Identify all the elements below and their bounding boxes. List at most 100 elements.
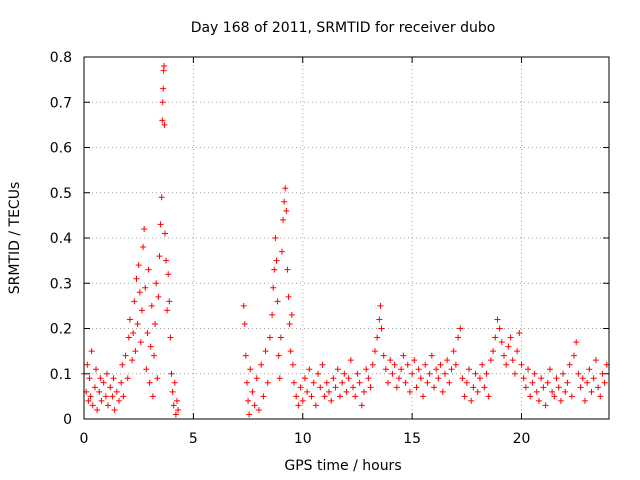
data-point: [132, 348, 139, 355]
x-tick-label: 5: [189, 431, 198, 447]
data-point: [378, 325, 385, 332]
data-point: [85, 397, 92, 404]
data-point: [492, 334, 499, 341]
data-point: [571, 352, 577, 359]
data-point: [88, 348, 95, 355]
data-point: [111, 406, 118, 413]
data-point: [391, 361, 398, 368]
data-point: [301, 375, 308, 382]
data-point: [242, 352, 249, 359]
chart-title: Day 168 of 2011, SRMTID for receiver dub…: [191, 20, 496, 36]
x-tick-label: 10: [294, 431, 312, 447]
data-point: [143, 366, 150, 373]
data-point: [573, 339, 580, 346]
data-point: [321, 393, 328, 400]
data-point: [258, 361, 265, 368]
data-point: [243, 379, 250, 386]
data-point: [501, 352, 507, 359]
data-point: [474, 388, 481, 395]
data-point: [560, 370, 567, 377]
data-point: [577, 384, 584, 391]
data-point: [126, 316, 133, 323]
data-point: [347, 357, 354, 364]
data-point: [529, 379, 536, 386]
data-point: [109, 393, 116, 400]
data-point: [273, 257, 280, 264]
data-point: [147, 343, 154, 350]
data-point: [168, 370, 175, 377]
data-point: [339, 379, 346, 386]
data-point: [374, 334, 381, 341]
plot-frame: [83, 56, 610, 420]
data-point: [165, 271, 172, 278]
data-point: [376, 316, 383, 323]
data-point: [102, 393, 109, 400]
data-point: [281, 198, 288, 205]
data-point: [479, 361, 486, 368]
data-point: [286, 320, 293, 327]
data-point: [173, 397, 180, 404]
data-point: [288, 311, 295, 318]
data-point: [536, 397, 542, 404]
data-point: [459, 375, 466, 382]
data-point: [171, 379, 178, 386]
data-point: [315, 370, 322, 377]
data-point: [463, 379, 470, 386]
data-point: [275, 352, 282, 359]
data-point: [277, 334, 284, 341]
data-point: [428, 352, 435, 359]
data-point: [166, 298, 173, 305]
data-point: [461, 393, 468, 400]
data-point: [382, 366, 389, 373]
data-point: [332, 384, 339, 391]
data-point: [270, 284, 277, 291]
data-point: [533, 388, 540, 395]
data-point: [350, 384, 357, 391]
y-axis-label: SRMTID / TECUs: [7, 182, 23, 295]
data-point: [157, 221, 164, 228]
data-point: [542, 402, 549, 409]
data-point: [472, 370, 479, 377]
data-point: [289, 361, 296, 368]
data-point: [323, 379, 330, 386]
data-point: [161, 63, 168, 70]
data-point: [466, 366, 472, 373]
data-point: [448, 366, 455, 373]
y-tick-label: 0.1: [50, 367, 72, 383]
data-point: [278, 248, 285, 255]
x-tick-label: 0: [80, 431, 89, 447]
data-point: [155, 293, 162, 300]
data-point: [507, 334, 514, 341]
data-point: [426, 370, 433, 377]
y-tick-label: 0.7: [50, 95, 72, 111]
data-point: [276, 375, 283, 382]
data-point: [575, 370, 582, 377]
data-point: [496, 325, 503, 332]
data-point: [163, 257, 170, 264]
data-point: [415, 366, 422, 373]
data-point: [581, 397, 588, 404]
data-point: [89, 402, 96, 409]
data-point: [149, 393, 156, 400]
data-point: [406, 388, 413, 395]
data-point: [84, 361, 91, 368]
data-point: [393, 384, 400, 391]
y-tick-label: 0.8: [50, 50, 72, 66]
data-point: [120, 393, 127, 400]
data-point: [352, 393, 359, 400]
data-point: [297, 384, 304, 391]
data-point: [271, 266, 278, 273]
data-point: [124, 375, 131, 382]
data-point: [485, 393, 492, 400]
data-point: [319, 361, 326, 368]
data-point: [411, 357, 418, 364]
data-point: [100, 379, 107, 386]
data-point: [159, 117, 166, 124]
data-point: [119, 361, 126, 368]
data-point: [437, 361, 444, 368]
y-tick-label: 0.2: [50, 322, 72, 338]
data-point: [110, 375, 117, 382]
data-point: [336, 393, 343, 400]
data-point: [135, 262, 142, 269]
